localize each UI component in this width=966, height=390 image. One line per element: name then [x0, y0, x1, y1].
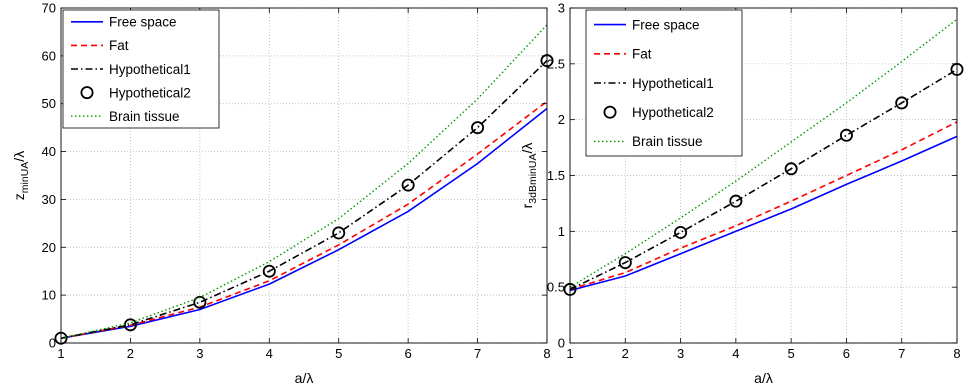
- y-tick-label: 60: [42, 48, 56, 63]
- x-tick-label: 4: [732, 346, 739, 361]
- data-point-circle: [401, 178, 415, 192]
- legend-label-fat: Fat: [632, 47, 652, 62]
- y-tick-label: 10: [42, 288, 56, 303]
- legend-label-free-space: Free space: [109, 15, 177, 30]
- legend: Free space Fat Hypothetical1 Hypothetical2 B…: [585, 9, 743, 157]
- legend-label-brain-tissue: Brain tissue: [109, 109, 180, 124]
- y-axis-label-main: z: [11, 193, 27, 200]
- y-tick-label: 2: [558, 112, 565, 127]
- y-axis-label: r3dBminUA/λ: [519, 143, 539, 209]
- data-point-circle: [784, 162, 798, 176]
- data-point-circle: [674, 225, 688, 239]
- x-tick-label: 6: [405, 346, 412, 361]
- y-axis-label: zminUA/λ: [11, 151, 31, 200]
- y-tick-label: 2.5: [547, 56, 565, 71]
- y-tick-label: 0.5: [547, 280, 565, 295]
- x-tick-label: 3: [196, 346, 203, 361]
- series-line-hypothetical1: [60, 60, 548, 339]
- series-line-hypothetical1: [569, 68, 958, 291]
- y-tick-label: 0: [49, 336, 56, 351]
- x-tick-label: 1: [566, 346, 573, 361]
- y-tick-label: 40: [42, 144, 56, 159]
- y-axis-label-main: r: [519, 203, 535, 208]
- y-tick-label: 50: [42, 96, 56, 111]
- x-tick-label: 2: [622, 346, 629, 361]
- x-tick-label: 3: [677, 346, 684, 361]
- x-tick-label: 8: [543, 346, 550, 361]
- series-line-brain-tissue: [60, 24, 548, 339]
- legend-label-brain-tissue: Brain tissue: [632, 134, 703, 149]
- x-tick-label: 7: [474, 346, 481, 361]
- x-axis-label: a/λ: [754, 370, 773, 386]
- x-tick-label: 5: [335, 346, 342, 361]
- series-line-free-space: [569, 135, 958, 292]
- y-axis-label-subscript: minUA: [19, 162, 31, 194]
- data-point-circle: [193, 295, 207, 309]
- legend-marker-hypothetical2: [80, 86, 94, 100]
- y-tick-label: 3: [558, 1, 565, 16]
- x-tick-label: 7: [898, 346, 905, 361]
- chart-panel-2: 1 2 3 4 5 6 7 800.511.522.53a/λr3dBminUA/λFree …: [519, 1, 964, 386]
- y-axis-label-subscript: 3dBminUA: [527, 154, 539, 204]
- y-tick-label: 0: [558, 336, 565, 351]
- data-point-circle: [471, 121, 485, 135]
- chart-panel-1: 1 2 3 4 5 6 7 8 0 10 20 30 40 50 60 70 a/λ zminUA/λ Free s…: [11, 1, 554, 386]
- data-point-circle: [729, 194, 743, 208]
- x-tick-label: 8: [953, 346, 960, 361]
- y-tick-label: 1: [558, 224, 565, 239]
- x-tick-label: 6: [843, 346, 850, 361]
- x-axis-label: a/λ: [295, 370, 314, 386]
- legend-label-fat: Fat: [109, 38, 129, 53]
- legend-label-hypothetical1: Hypothetical1: [109, 62, 191, 77]
- data-point-circle: [332, 226, 346, 240]
- y-tick-label: 20: [42, 240, 56, 255]
- data-point-circle: [839, 128, 853, 142]
- y-axis-label-tail: /λ: [519, 143, 535, 154]
- series-line-fat: [569, 121, 958, 291]
- x-tick-label: 1: [57, 346, 64, 361]
- legend-label-hypothetical2: Hypothetical2: [109, 85, 191, 100]
- legend-label-free-space: Free space: [632, 17, 700, 32]
- legend: Free space Fat Hypothetical1 Hypothetical2 B…: [62, 9, 220, 129]
- axes-box: [60, 7, 548, 344]
- y-tick-label: 1.5: [547, 168, 565, 183]
- series-line-fat: [60, 100, 548, 339]
- x-tick-label: 4: [266, 346, 273, 361]
- y-tick-label: 70: [42, 1, 56, 16]
- legend-label-hypothetical2: Hypothetical2: [632, 105, 714, 120]
- legend-label-hypothetical1: Hypothetical1: [632, 76, 714, 91]
- y-tick-label: 30: [42, 192, 56, 207]
- data-point-circle: [895, 96, 909, 110]
- legend-marker-hypothetical2: [603, 105, 617, 119]
- data-point-circle: [618, 256, 632, 270]
- x-tick-label: 5: [788, 346, 795, 361]
- y-axis-label-tail: /λ: [11, 151, 27, 162]
- series-line-free-space: [60, 107, 548, 339]
- data-point-circle: [262, 264, 276, 278]
- x-tick-label: 2: [127, 346, 134, 361]
